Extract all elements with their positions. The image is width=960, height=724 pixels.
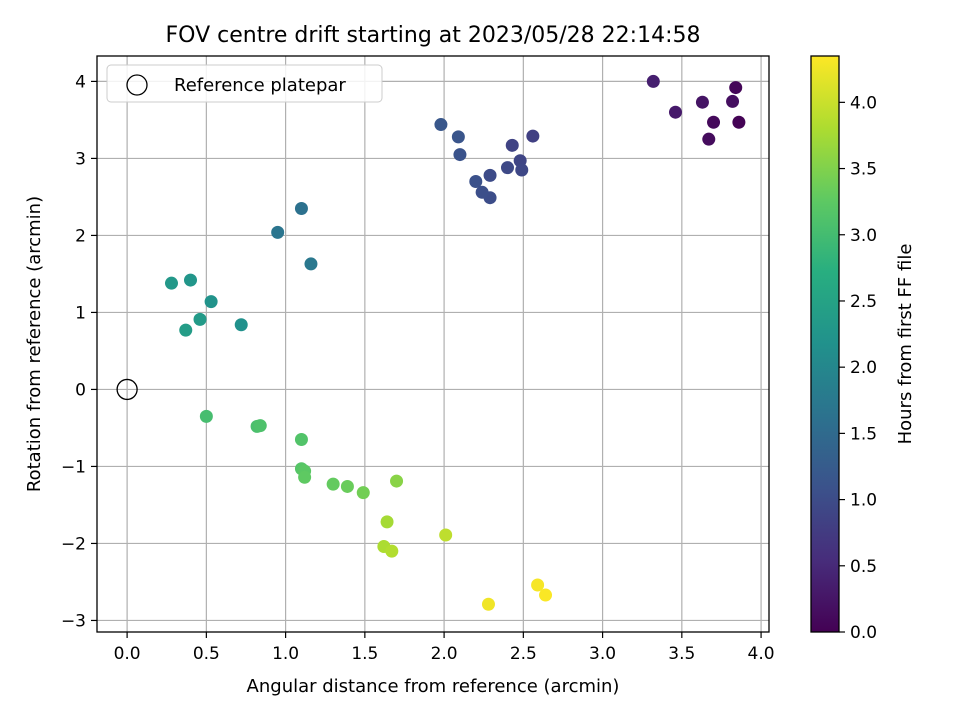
colorbar-label: Hours from first FF file [895,244,916,445]
y-tick-label: −2 [61,534,86,554]
data-point [539,588,553,602]
y-tick-label: 0 [75,380,86,400]
data-point [294,201,308,215]
data-point [469,175,483,189]
legend: Reference platepar [106,64,383,103]
data-point [340,479,354,493]
data-point [526,129,540,143]
data-point [234,318,248,332]
plot-frame [96,55,770,633]
data-point [475,185,489,199]
colorbar-tick-label: 4.0 [850,93,877,113]
data-point [668,105,682,119]
y-tick-label: 1 [75,303,86,323]
legend-marker-icon [126,74,148,96]
grid-lines [97,56,769,632]
data-point [199,409,213,423]
legend-entry-reference: Reference platepar [174,75,346,96]
data-point [729,81,743,95]
y-tick-label: 2 [75,226,86,246]
data-point [434,118,448,132]
data-point [531,578,545,592]
y-tick-label: −1 [61,457,86,477]
data-point [356,486,370,500]
x-tick-label: 2.0 [431,644,458,664]
data-point [483,168,497,182]
data-point [500,161,514,175]
y-tick-label: 4 [75,72,86,92]
y-tick-label: 3 [75,149,86,169]
data-point [390,474,404,488]
chart-title: FOV centre drift starting at 2023/05/28 … [166,23,701,48]
colorbar-tick-label: 0.0 [850,623,877,643]
data-point [380,515,394,529]
colorbar-tick-label: 3.0 [850,226,877,246]
colorbar-tick-label: 2.0 [850,358,877,378]
data-point [695,95,709,109]
data-point [385,544,399,558]
colorbar [810,55,840,633]
reference-marker-group [116,378,138,401]
data-point [294,432,308,446]
x-tick-label: 1.5 [351,644,378,664]
legend-box [106,64,383,103]
x-tick-label: 1.0 [272,644,299,664]
data-point [271,225,285,239]
data-point [726,94,740,108]
colorbar-tick-label: 0.5 [850,557,877,577]
x-tick-label: 3.0 [589,644,616,664]
data-point [304,257,318,271]
colorbar-tick-label: 2.5 [850,292,877,312]
x-tick-label: 2.5 [510,644,537,664]
colorbar-tick-label: 3.5 [850,160,877,180]
data-point [732,115,746,129]
y-tick-label: −3 [61,611,86,631]
data-point [439,528,453,542]
data-point [702,132,716,146]
colorbar-ticks: 0.0 0.5 1.0 1.5 2.0 2.5 3.0 3.5 4.0 [839,93,877,643]
x-axis-label: Angular distance from reference (arcmin) [247,676,620,697]
x-tick-label: 0.5 [193,644,220,664]
data-point [164,276,178,290]
colorbar-tick-label: 1.5 [850,424,877,444]
data-point [453,148,467,162]
data-points [164,74,746,611]
data-point [646,74,660,88]
data-point [193,312,207,326]
data-point [253,419,267,433]
data-point [707,115,721,129]
data-point [184,273,198,287]
x-tick-label: 4.0 [748,644,775,664]
data-point [515,163,529,177]
x-axis-ticks: 0.0 0.5 1.0 1.5 2.0 2.5 3.0 3.5 4.0 [114,632,775,664]
colorbar-tick-label: 1.0 [850,491,877,511]
y-axis-ticks: −3 −2 −1 0 1 2 3 4 [61,72,97,631]
data-point [451,130,465,144]
x-tick-label: 0.0 [114,644,141,664]
data-point [481,597,495,611]
reference-platepar-marker [116,378,138,401]
data-point [505,138,519,152]
y-axis-label: Rotation from reference (arcmin) [24,196,45,492]
data-point [204,295,218,309]
data-point [179,323,193,337]
data-point [298,470,312,484]
data-point [326,477,340,491]
x-tick-label: 3.5 [668,644,695,664]
